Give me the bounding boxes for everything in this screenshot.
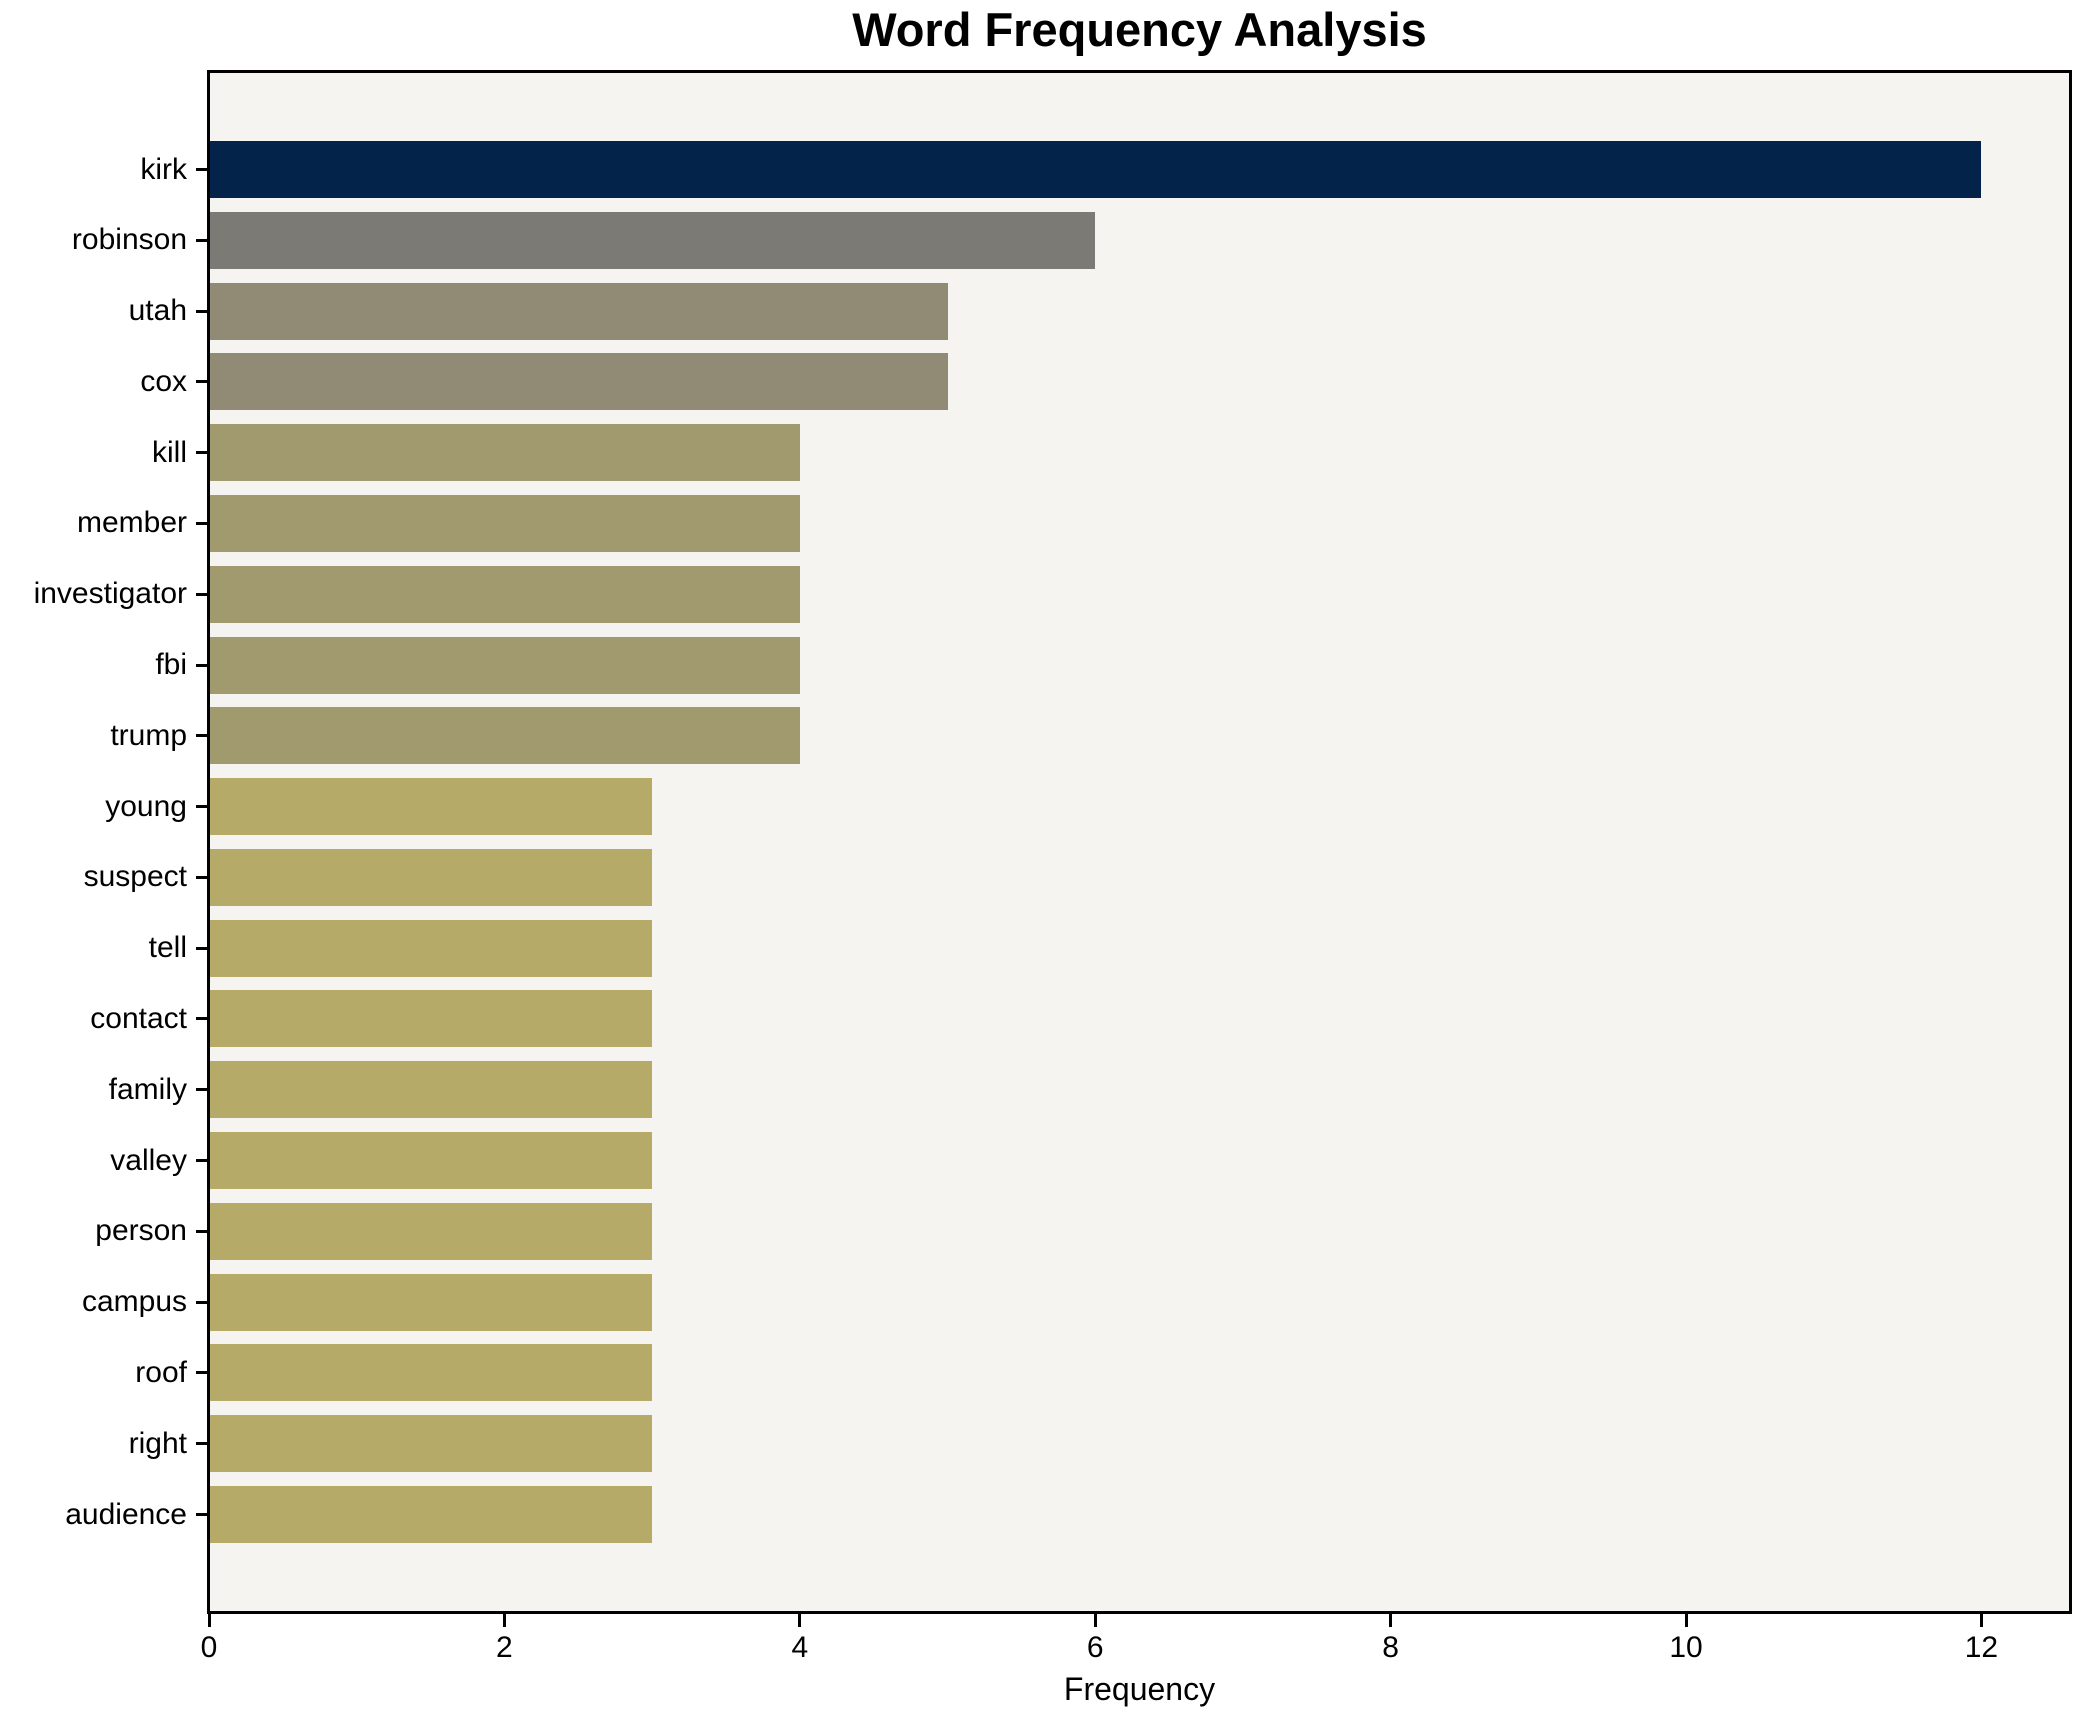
x-axis-label: Frequency bbox=[1063, 1671, 1216, 1707]
y-tick-label-member: member bbox=[76, 506, 187, 540]
y-tick-label-audience: audience bbox=[65, 1497, 187, 1531]
y-tick-label-contact: contact bbox=[90, 1001, 187, 1035]
bar-tell bbox=[209, 919, 653, 977]
y-tick-label-investigator: investigator bbox=[33, 577, 187, 611]
bar-campus bbox=[209, 1273, 653, 1331]
x-tick-label: 6 bbox=[1086, 1631, 1104, 1664]
x-tick-label: 4 bbox=[791, 1631, 809, 1664]
bar-person bbox=[209, 1202, 653, 1260]
y-tick-mark bbox=[196, 946, 209, 950]
bar-kill bbox=[209, 424, 800, 482]
y-tick-label-kirk: kirk bbox=[140, 152, 187, 186]
y-tick-mark bbox=[196, 1513, 209, 1516]
y-tick-label-person: person bbox=[95, 1214, 187, 1248]
y-tick-label-trump: trump bbox=[110, 718, 187, 752]
y-tick-mark bbox=[196, 1088, 209, 1092]
x-tick-label: 10 bbox=[1669, 1631, 1703, 1664]
x-tick-label: 0 bbox=[200, 1631, 218, 1664]
bar-suspect bbox=[209, 848, 653, 906]
y-tick-mark bbox=[196, 1229, 209, 1233]
bar-young bbox=[209, 778, 653, 836]
y-tick-label-roof: roof bbox=[135, 1355, 187, 1389]
x-tick-label: 8 bbox=[1382, 1631, 1399, 1664]
y-tick-mark bbox=[196, 734, 209, 738]
x-tick-mark bbox=[207, 1613, 211, 1627]
right-spine bbox=[2069, 70, 2072, 1614]
bar-kirk bbox=[209, 141, 1982, 198]
x-tick-label: 2 bbox=[496, 1631, 513, 1664]
y-tick-mark bbox=[196, 1300, 209, 1304]
x-tick-mark bbox=[1093, 1613, 1097, 1627]
y-tick-mark bbox=[196, 1371, 209, 1375]
y-tick-label-cox: cox bbox=[140, 364, 187, 398]
bar-right bbox=[209, 1415, 653, 1473]
bar-investigator bbox=[209, 565, 800, 623]
bar-fbi bbox=[209, 636, 800, 694]
x-tick-mark bbox=[1684, 1613, 1688, 1627]
bar-trump bbox=[209, 707, 800, 765]
y-tick-mark bbox=[196, 805, 209, 809]
x-tick-mark bbox=[1389, 1613, 1393, 1627]
y-tick-label-right: right bbox=[128, 1426, 187, 1460]
y-tick-mark bbox=[196, 380, 209, 384]
x-tick-mark bbox=[798, 1613, 802, 1627]
y-tick-mark bbox=[196, 663, 209, 667]
y-tick-label-campus: campus bbox=[81, 1285, 187, 1319]
left-spine bbox=[207, 70, 210, 1614]
bar-member bbox=[209, 494, 800, 552]
y-tick-mark bbox=[196, 309, 209, 313]
y-tick-label-valley: valley bbox=[110, 1143, 187, 1177]
y-tick-label-suspect: suspect bbox=[83, 860, 187, 894]
bar-valley bbox=[209, 1132, 653, 1190]
bar-family bbox=[209, 1061, 653, 1119]
y-tick-mark bbox=[196, 1442, 209, 1446]
bar-audience bbox=[209, 1486, 653, 1543]
y-tick-mark bbox=[196, 592, 209, 596]
y-tick-mark bbox=[196, 1017, 209, 1021]
y-tick-label-family: family bbox=[108, 1072, 187, 1106]
bar-contact bbox=[209, 990, 653, 1048]
y-tick-label-robinson: robinson bbox=[71, 223, 187, 257]
y-tick-label-tell: tell bbox=[148, 931, 187, 965]
bottom-spine bbox=[207, 1611, 2072, 1614]
bar-roof bbox=[209, 1344, 653, 1402]
bar-cox bbox=[209, 353, 948, 411]
y-tick-mark bbox=[196, 238, 209, 242]
x-tick-label: 12 bbox=[1964, 1631, 1999, 1664]
y-tick-label-kill: kill bbox=[152, 435, 187, 469]
bar-robinson bbox=[209, 211, 1096, 269]
x-tick-mark bbox=[502, 1613, 506, 1627]
y-tick-label-young: young bbox=[105, 789, 187, 823]
y-tick-mark bbox=[196, 521, 209, 525]
y-tick-mark bbox=[196, 875, 209, 879]
x-tick-mark bbox=[1979, 1613, 1983, 1627]
y-tick-mark bbox=[196, 1159, 209, 1163]
y-tick-label-utah: utah bbox=[128, 294, 187, 328]
bar-utah bbox=[209, 282, 948, 340]
y-tick-label-fbi: fbi bbox=[155, 648, 187, 682]
y-tick-mark bbox=[196, 451, 209, 455]
y-tick-mark bbox=[196, 168, 209, 171]
chart-title: Word Frequency Analysis bbox=[852, 3, 1427, 56]
top-spine bbox=[207, 70, 2072, 73]
